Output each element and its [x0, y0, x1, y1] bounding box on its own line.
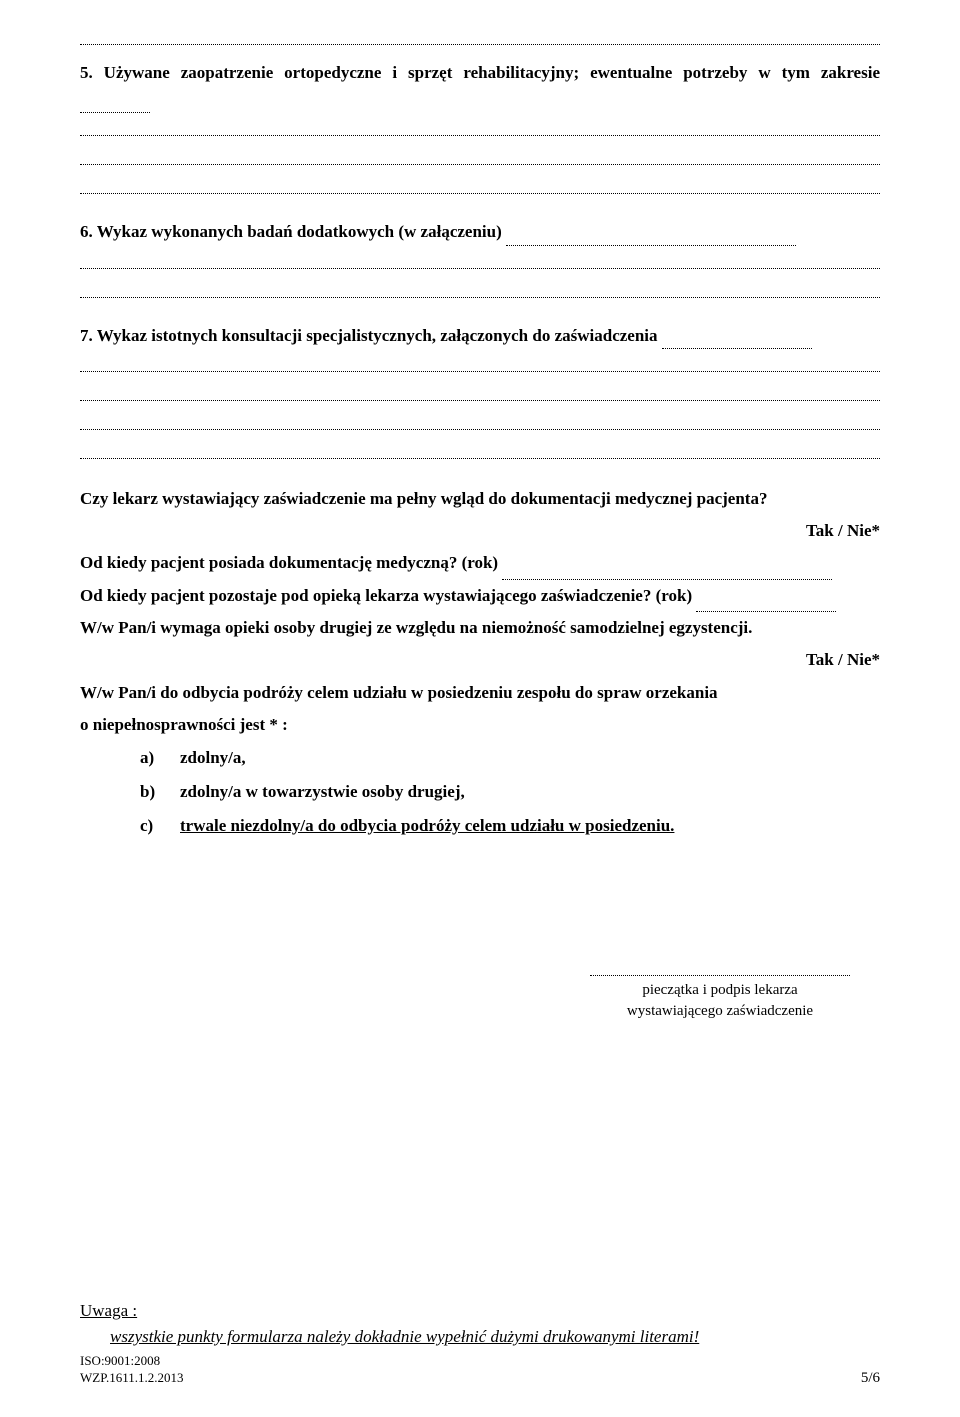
signature-caption-2: wystawiającego zaświadczenie [560, 1001, 880, 1022]
option-a-text: zdolny/a, [180, 741, 880, 775]
footer-instruction: wszystkie punkty formularza należy dokła… [110, 1324, 699, 1350]
page-container: 5. Używane zaopatrzenie ortopedyczne i s… [0, 0, 960, 1417]
question-5-line2: o niepełnosprawności jest * : [80, 709, 880, 741]
option-c-text: trwale niezdolny/a do odbycia podróży ce… [180, 809, 880, 843]
fill-line[interactable] [80, 179, 880, 194]
section-6-title: 6. Wykaz wykonanych badań dodatkowych (w… [80, 218, 880, 245]
footer-wzp: WZP.1611.1.2.2013 [80, 1370, 184, 1387]
question-4-answer: Tak / Nie* [80, 644, 880, 676]
option-b: b) zdolny/a w towarzystwie osoby drugiej… [140, 775, 880, 809]
question-4: W/w Pan/i wymaga opieki osoby drugiej ze… [80, 612, 880, 644]
footer-iso: ISO:9001:2008 [80, 1353, 184, 1370]
footer-bottom: ISO:9001:2008 WZP.1611.1.2.2013 5/6 [80, 1353, 880, 1387]
fill-line[interactable] [80, 30, 880, 45]
fill-line[interactable] [80, 283, 880, 298]
footer-uwaga: Uwaga : [80, 1301, 137, 1320]
footer-left: ISO:9001:2008 WZP.1611.1.2.2013 [80, 1353, 184, 1387]
section-7-text: 7. Wykaz istotnych konsultacji specjalis… [80, 326, 658, 345]
fill-line[interactable] [80, 121, 880, 136]
section-5-text: 5. Używane zaopatrzenie ortopedyczne i s… [80, 63, 880, 82]
section-5-title: 5. Używane zaopatrzenie ortopedyczne i s… [80, 59, 880, 113]
fill-line[interactable] [80, 386, 880, 401]
fill-line[interactable] [80, 150, 880, 165]
option-c: c) trwale niezdolny/a do odbycia podróży… [140, 809, 880, 843]
option-a-marker: a) [140, 741, 180, 775]
fill-line[interactable] [662, 348, 812, 349]
fill-line[interactable] [80, 415, 880, 430]
footer-note: Uwaga : wszystkie punkty formularza nale… [80, 1298, 880, 1349]
question-1: Czy lekarz wystawiający zaświadczenie ma… [80, 483, 880, 515]
options-list: a) zdolny/a, b) zdolny/a w towarzystwie … [140, 741, 880, 843]
section-7-title: 7. Wykaz istotnych konsultacji specjalis… [80, 322, 880, 349]
signature-line[interactable] [590, 963, 850, 976]
fill-line[interactable] [80, 444, 880, 459]
option-b-marker: b) [140, 775, 180, 809]
question-1-answer: Tak / Nie* [80, 515, 880, 547]
option-b-text: zdolny/a w towarzystwie osoby drugiej, [180, 775, 880, 809]
fill-line[interactable] [80, 357, 880, 372]
fill-line[interactable] [506, 245, 796, 246]
question-2: Od kiedy pacjent posiada dokumentację me… [80, 547, 880, 579]
signature-caption-1: pieczątka i podpis lekarza [560, 980, 880, 1001]
section-6-text: 6. Wykaz wykonanych badań dodatkowych (w… [80, 222, 502, 241]
option-c-marker: c) [140, 809, 180, 843]
question-5-line1: W/w Pan/i do odbycia podróży celem udzia… [80, 677, 880, 709]
option-a: a) zdolny/a, [140, 741, 880, 775]
question-3: Od kiedy pacjent pozostaje pod opieką le… [80, 580, 880, 612]
page-number: 5/6 [861, 1370, 880, 1387]
page-footer: Uwaga : wszystkie punkty formularza nale… [80, 1298, 880, 1387]
fill-line[interactable] [80, 254, 880, 269]
question-2-text: Od kiedy pacjent posiada dokumentację me… [80, 553, 498, 572]
question-3-text: Od kiedy pacjent pozostaje pod opieką le… [80, 586, 692, 605]
signature-block: pieczątka i podpis lekarza wystawiająceg… [560, 963, 880, 1022]
fill-line[interactable] [80, 112, 150, 113]
